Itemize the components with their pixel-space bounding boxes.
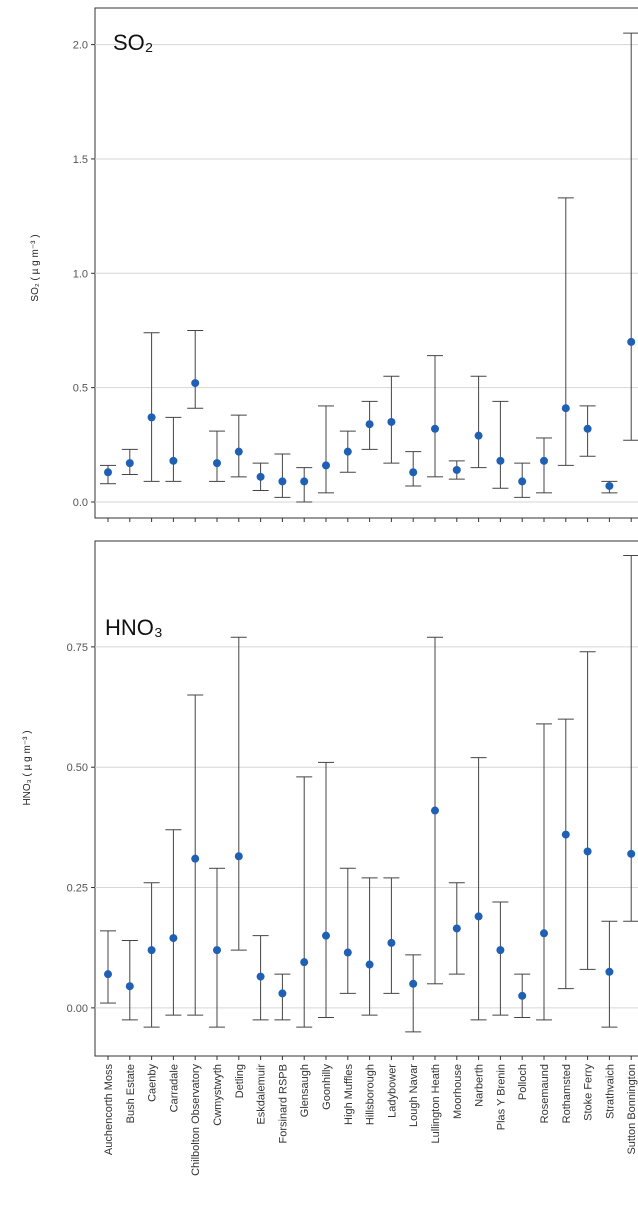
panel-1-point-12 <box>365 420 374 429</box>
x-tick-label-15: Lullington Heath <box>430 1064 442 1144</box>
x-tick-label-17: Narberth <box>474 1064 486 1107</box>
panel-1-point-9 <box>300 477 309 486</box>
x-tick-label-16: Moorhouse <box>452 1064 464 1119</box>
panel-2-point-1 <box>125 982 134 991</box>
x-tick-label-9: Glensaugh <box>299 1064 311 1117</box>
panel-2-point-14 <box>409 979 418 988</box>
x-tick-label-2: Caenby <box>147 1064 159 1102</box>
panel-1-point-22 <box>583 424 592 433</box>
panel-1-point-18 <box>496 456 505 465</box>
panel-1-y-axis-label: SO₂ ( µ g m⁻³ ) <box>30 234 41 301</box>
x-tick-label-11: High Muffles <box>343 1064 355 1125</box>
panel-1-point-10 <box>322 461 330 470</box>
panel-2-point-22 <box>583 847 592 856</box>
panel-1-point-2 <box>147 413 156 422</box>
panel-2-y-tick-label: 0.00 <box>67 1003 88 1015</box>
panel-2-point-24 <box>627 849 636 858</box>
panel-1-y-tick-label: 2.0 <box>73 40 88 52</box>
panel-2-point-8 <box>278 989 287 998</box>
x-tick-label-14: Lough Navar <box>408 1064 420 1127</box>
panel-1-point-14 <box>409 468 418 477</box>
x-tick-label-13: Ladybower <box>386 1064 398 1118</box>
x-tick-label-3: Carradale <box>168 1064 180 1112</box>
panel-1-point-21 <box>561 404 570 413</box>
panel-2-point-12 <box>365 960 374 969</box>
x-tick-label-4: Chilbolton Observatory <box>190 1064 202 1176</box>
panel-2-point-19 <box>518 991 527 1000</box>
panel-1-y-tick-label: 0.0 <box>73 497 88 509</box>
x-tick-label-18: Plas Y Brenin <box>495 1064 507 1130</box>
panel-1-point-7 <box>256 472 265 481</box>
x-tick-label-22: Stoke Ferry <box>583 1064 595 1121</box>
panel-2-point-17 <box>474 912 483 921</box>
x-tick-label-24: Sutton Bonnington <box>626 1064 638 1155</box>
x-tick-label-1: Bush Estate <box>125 1064 137 1123</box>
panel-1-point-17 <box>474 431 483 440</box>
panel-1-point-0 <box>104 468 112 477</box>
panel-2-point-13 <box>387 938 396 947</box>
panel-1-y-tick-label: 0.5 <box>73 383 88 395</box>
panel-1-point-24 <box>627 337 636 346</box>
panel-2-point-16 <box>452 924 461 933</box>
panel-2-point-11 <box>343 948 352 957</box>
panel-2-point-9 <box>300 958 309 967</box>
x-tick-label-8: Forsinard RSPB <box>277 1064 289 1143</box>
x-tick-label-20: Rosemaund <box>539 1064 551 1123</box>
panel-1-point-13 <box>387 417 396 426</box>
panel-2-point-0 <box>104 970 112 979</box>
panel-1-y-tick-label: 1.0 <box>73 268 88 280</box>
panel-1-point-23 <box>605 481 614 490</box>
panel-1-point-6 <box>234 447 243 456</box>
panel-2-point-7 <box>256 972 265 981</box>
panel-1-point-5 <box>213 459 221 468</box>
panel-1-point-11 <box>343 447 352 456</box>
panel-2-y-axis-label: HNO₃ ( µ g m⁻³ ) <box>22 730 33 805</box>
panel-1-point-16 <box>452 465 461 474</box>
panel-2-point-20 <box>540 929 548 938</box>
x-tick-label-12: Hillsborough <box>365 1064 377 1125</box>
x-tick-label-10: Goonhilly <box>321 1064 333 1110</box>
x-tick-label-19: Polloch <box>517 1064 529 1100</box>
panel-2-point-18 <box>496 946 505 955</box>
panel-1-point-8 <box>278 477 287 486</box>
x-tick-label-7: Eskdalemuir <box>256 1064 268 1125</box>
panel-2-point-4 <box>191 854 200 863</box>
panel-1-point-19 <box>518 477 527 486</box>
x-tick-label-21: Rothamsted <box>561 1064 573 1123</box>
panel-2-point-10 <box>322 931 330 940</box>
x-tick-label-0: Auchencorth Moss <box>103 1064 115 1156</box>
panel-2-point-15 <box>431 806 439 815</box>
panel-2-y-tick-label: 0.75 <box>67 642 88 654</box>
panel-2-point-23 <box>605 967 614 976</box>
panel-2-point-6 <box>234 852 243 861</box>
panel-2-y-tick-label: 0.50 <box>67 762 88 774</box>
panel-2-y-tick-label: 0.25 <box>67 883 88 895</box>
panel-2-label: HNO₃ <box>105 615 163 640</box>
panel-1-point-1 <box>125 459 134 468</box>
x-tick-label-6: Detling <box>234 1064 246 1098</box>
panel-1-point-3 <box>169 456 178 465</box>
x-tick-label-23: Strathvaich <box>604 1064 616 1119</box>
panel-2-point-5 <box>213 946 221 955</box>
panel-2-frame <box>94 540 638 1057</box>
x-tick-label-5: Cwmystwyth <box>212 1064 224 1126</box>
panel-2-point-2 <box>147 946 156 955</box>
panel-1-point-15 <box>431 424 439 433</box>
panel-1-point-4 <box>191 379 200 388</box>
panel-2-point-3 <box>169 934 178 943</box>
panel-1-frame <box>94 7 638 519</box>
panel-1-y-tick-label: 1.5 <box>73 154 88 166</box>
panel-1-label: SO₂ <box>113 30 153 55</box>
panel-2-point-21 <box>561 830 570 839</box>
panel-1-point-20 <box>540 456 548 465</box>
